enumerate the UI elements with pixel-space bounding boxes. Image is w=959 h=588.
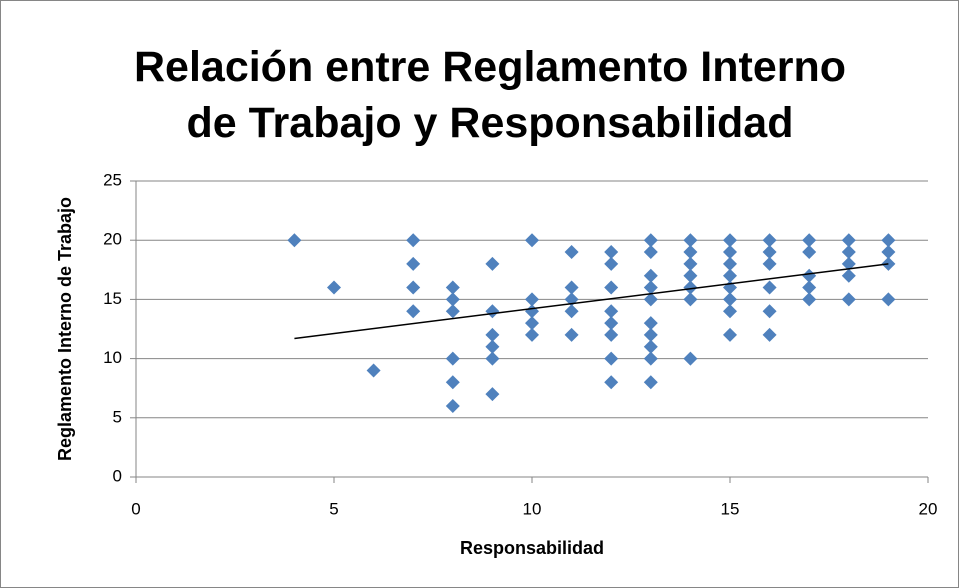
point	[683, 233, 698, 248]
point	[723, 304, 737, 319]
point	[802, 268, 817, 283]
point	[881, 245, 896, 260]
point	[525, 327, 539, 342]
y-tick-label: 20	[103, 230, 122, 249]
y-axis-label: Reglamento Interno de Trabajo	[55, 197, 75, 461]
point	[643, 351, 658, 366]
y-tick-label: 15	[103, 289, 122, 308]
x-tick-label: 0	[131, 499, 140, 518]
point	[525, 233, 539, 248]
x-tick-label: 15	[721, 499, 740, 518]
point	[604, 375, 619, 390]
point	[762, 327, 777, 342]
point	[564, 245, 579, 260]
point	[525, 316, 539, 331]
point	[604, 245, 619, 260]
point	[723, 233, 737, 248]
point	[683, 256, 698, 271]
x-tick-label: 20	[919, 499, 938, 518]
point	[406, 280, 421, 295]
chart-title: Relación entre Reglamento Interno de Trab…	[134, 43, 846, 147]
point	[762, 233, 777, 248]
point	[683, 292, 698, 307]
point	[406, 304, 421, 319]
trendline	[294, 263, 889, 340]
point	[762, 256, 777, 271]
point	[604, 280, 619, 295]
point	[485, 339, 500, 354]
point	[841, 233, 856, 248]
point	[604, 351, 619, 366]
point	[445, 280, 460, 295]
point	[643, 292, 658, 307]
point	[406, 256, 421, 271]
point	[327, 280, 341, 295]
point	[643, 245, 658, 260]
point	[485, 256, 500, 271]
point	[564, 327, 579, 342]
point	[604, 256, 619, 271]
point	[802, 280, 817, 295]
point	[881, 233, 896, 248]
x-axis-label: Responsabilidad	[460, 538, 604, 558]
point	[802, 245, 817, 260]
point	[802, 292, 817, 307]
point	[802, 233, 817, 248]
point	[564, 280, 579, 295]
point	[762, 280, 777, 295]
point	[683, 280, 698, 295]
point	[445, 398, 460, 413]
point	[762, 304, 777, 319]
point	[723, 245, 737, 260]
point	[881, 292, 896, 307]
point	[525, 292, 539, 307]
point	[406, 233, 421, 248]
point	[643, 268, 658, 283]
point	[643, 233, 658, 248]
x-tick-label: 5	[329, 499, 338, 518]
point	[604, 304, 619, 319]
x-tick-label: 10	[523, 499, 542, 518]
point	[445, 304, 460, 319]
y-tick-label: 0	[113, 466, 122, 485]
point	[683, 351, 698, 366]
point	[445, 292, 460, 307]
point	[604, 316, 619, 331]
point	[723, 327, 737, 342]
point	[723, 268, 737, 283]
point	[445, 351, 460, 366]
point	[841, 292, 856, 307]
y-tick-label: 10	[103, 348, 122, 367]
title-line: Relación entre Reglamento Interno	[134, 43, 846, 91]
point	[841, 245, 856, 260]
point	[485, 387, 500, 402]
point	[643, 327, 658, 342]
point	[723, 256, 737, 271]
point	[287, 233, 302, 248]
point	[366, 363, 381, 378]
point	[841, 268, 856, 283]
point	[643, 375, 658, 390]
title-line: de Trabajo y Responsabilidad	[187, 99, 794, 147]
point	[643, 280, 658, 295]
y-tick-label: 25	[103, 170, 122, 189]
point	[485, 351, 500, 366]
point	[762, 245, 777, 260]
point	[643, 339, 658, 354]
point	[604, 327, 619, 342]
point	[643, 316, 658, 331]
point	[841, 256, 856, 271]
point	[723, 292, 737, 307]
point	[683, 245, 698, 260]
point	[485, 327, 500, 342]
point	[564, 304, 579, 319]
point	[445, 375, 460, 390]
y-tick-label: 5	[113, 407, 122, 426]
point	[683, 268, 698, 283]
